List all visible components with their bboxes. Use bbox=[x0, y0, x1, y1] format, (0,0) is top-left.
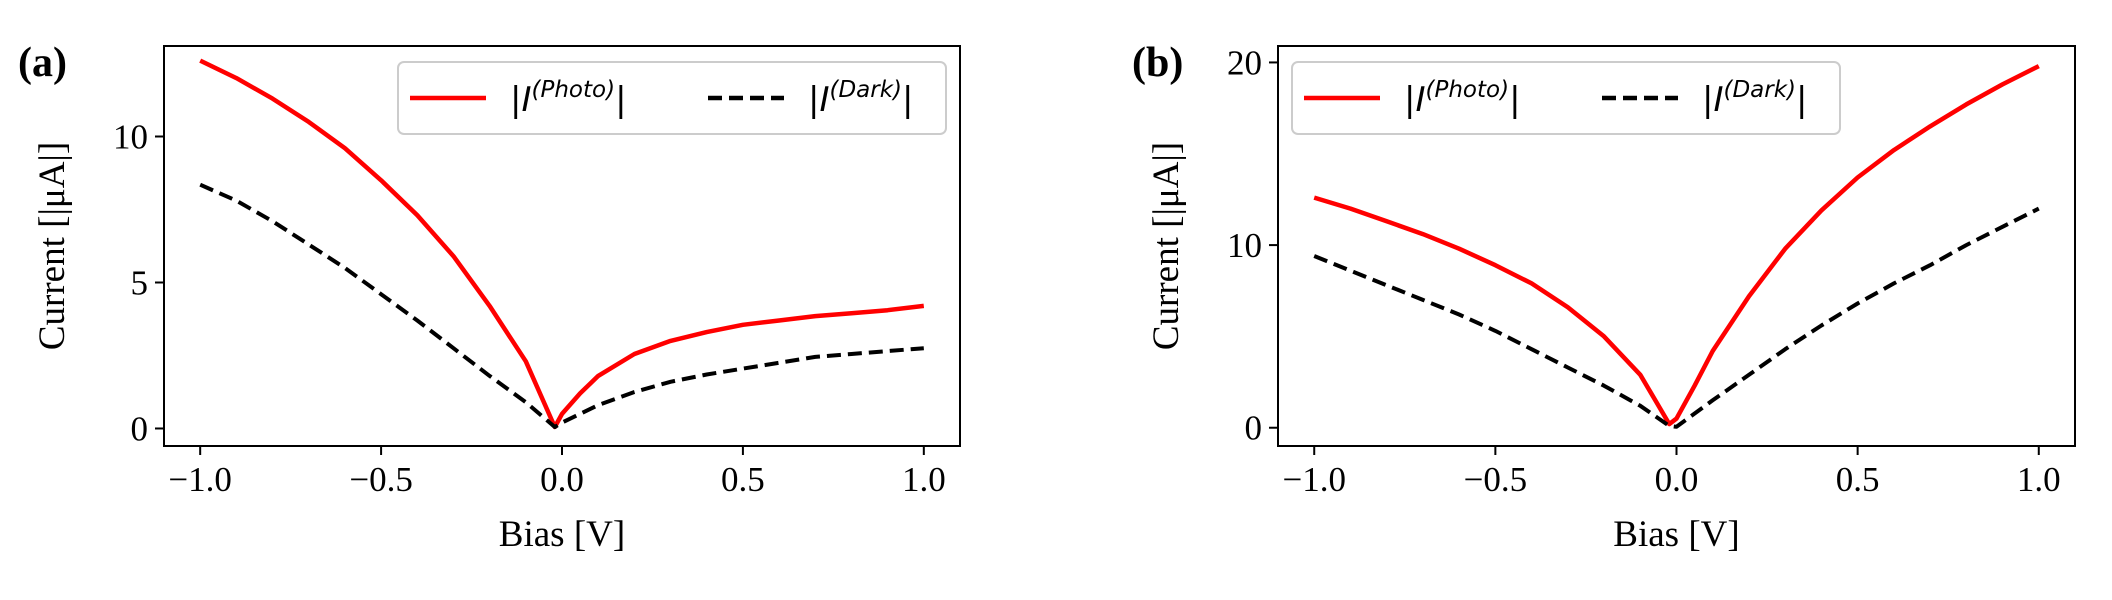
y-tick-label: 20 bbox=[1227, 43, 1262, 82]
panel-label: (a) bbox=[18, 40, 67, 86]
series-line-photo bbox=[199, 58, 925, 430]
x-tick-label: −0.5 bbox=[1464, 460, 1528, 499]
x-tick-label: −1.0 bbox=[1282, 460, 1346, 499]
legend-label-photo: |I(Photo)| bbox=[1404, 77, 1521, 120]
x-tick-label: 1.0 bbox=[902, 460, 946, 499]
y-tick-label: 10 bbox=[1227, 226, 1262, 265]
legend-box bbox=[397, 61, 947, 135]
chart-panel-b: (b) −1.0 −0.5 0.0 0.5 1.0 0 10 20 Bias [V] Current… bbox=[1132, 40, 2076, 555]
legend-label-dark: |I(Dark)| bbox=[808, 77, 914, 120]
x-tick-label: −0.5 bbox=[349, 460, 413, 499]
x-axis-label: Bias [V] bbox=[499, 514, 625, 555]
y-axis-label: Current [|μA|] bbox=[1146, 142, 1187, 350]
series-line-dark bbox=[1313, 206, 2040, 429]
x-axis-label: Bias [V] bbox=[1613, 514, 1739, 555]
legend-label-dark: |I(Dark)| bbox=[1702, 77, 1808, 120]
panel-label: (b) bbox=[1132, 40, 1183, 86]
chart-panel-a: (a) −1.0 −0.5 0.0 0.5 1.0 0 5 10 Bias [V] Current … bbox=[18, 40, 961, 555]
y-tick-label: 10 bbox=[113, 118, 148, 157]
y-tick-label: 0 bbox=[131, 409, 149, 448]
x-tick-label: 0.5 bbox=[721, 460, 765, 499]
legend-box bbox=[1291, 61, 1841, 135]
legend-label-photo: |I(Photo)| bbox=[510, 77, 627, 120]
series-line-dark bbox=[199, 182, 924, 429]
y-axis-label: Current [|μA|] bbox=[32, 142, 73, 350]
x-tick-label: 0.0 bbox=[540, 460, 584, 499]
x-tick-label: 0.0 bbox=[1655, 460, 1699, 499]
y-tick-label: 0 bbox=[1245, 409, 1263, 448]
series-line-photo bbox=[1313, 64, 2040, 427]
y-tick-label: 5 bbox=[131, 263, 149, 302]
x-tick-label: 0.5 bbox=[1836, 460, 1880, 499]
x-tick-label: −1.0 bbox=[168, 460, 232, 499]
x-tick-label: 1.0 bbox=[2017, 460, 2061, 499]
